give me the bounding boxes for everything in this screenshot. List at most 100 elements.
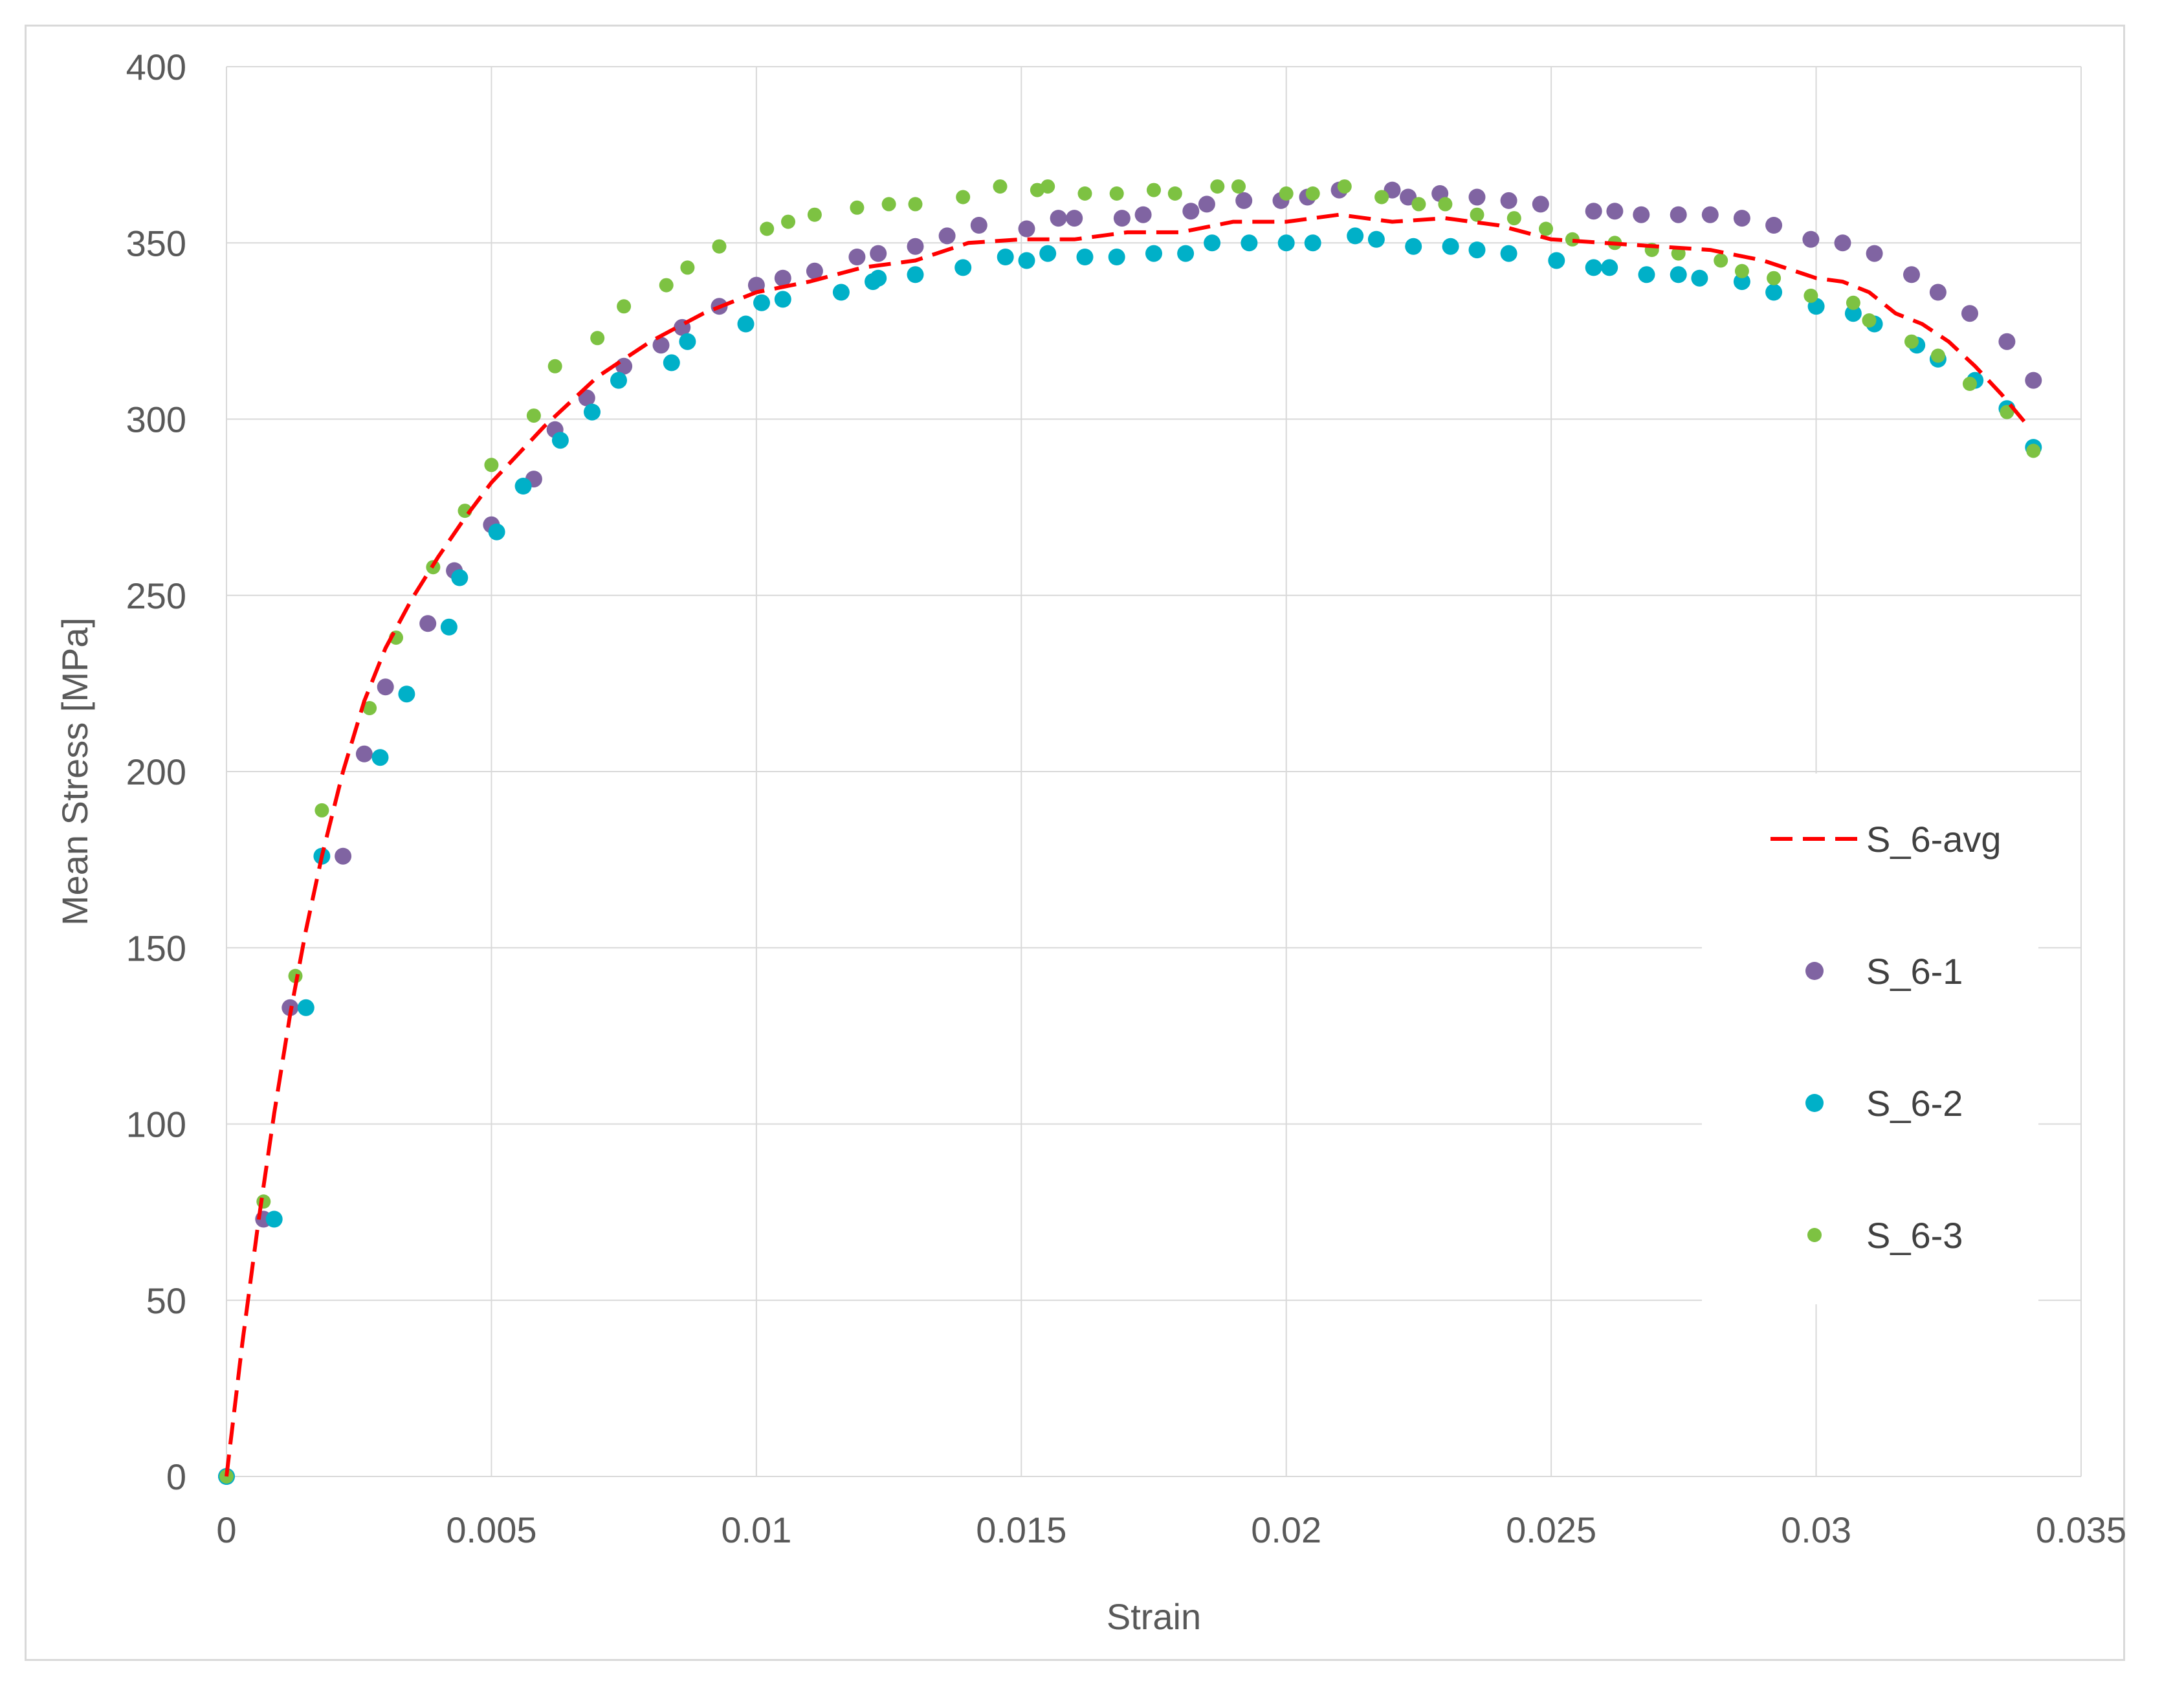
- data-point: [679, 333, 696, 350]
- data-point: [1231, 179, 1246, 194]
- data-point: [1109, 186, 1124, 201]
- data-point: [1304, 234, 1321, 252]
- data-point: [2025, 372, 2042, 389]
- data-point: [551, 432, 569, 449]
- data-point: [1108, 249, 1125, 265]
- data-point: [1500, 245, 1517, 262]
- data-point: [907, 266, 924, 284]
- data-point: [1998, 333, 2016, 350]
- data-point: [881, 197, 896, 212]
- x-tick-label: 0.025: [1506, 1509, 1596, 1550]
- data-point: [870, 269, 887, 287]
- y-tick-label: 50: [146, 1280, 186, 1321]
- data-point: [938, 227, 956, 245]
- x-tick-label: 0.02: [1251, 1509, 1321, 1550]
- axes: 0 50 100 150 200 250 300 350 400 0 0.005 0.01 0.015 0…: [126, 47, 2127, 1550]
- legend-swatch: [1807, 1228, 1822, 1242]
- data-point: [1803, 288, 1818, 303]
- x-tick-label: 0.005: [446, 1509, 536, 1550]
- data-point: [1167, 186, 1182, 201]
- y-tick-label: 350: [126, 223, 186, 263]
- data-point: [1862, 313, 1877, 328]
- series-S_6-3: [219, 179, 2041, 1484]
- x-tick-label: 0.015: [976, 1509, 1066, 1550]
- data-point: [954, 259, 972, 276]
- data-point: [1277, 234, 1295, 252]
- data-point: [1802, 230, 1820, 248]
- data-point: [760, 221, 775, 236]
- data-point: [2026, 443, 2041, 458]
- data-point: [1548, 252, 1565, 269]
- data-point: [747, 276, 765, 294]
- data-point: [526, 408, 541, 423]
- data-point: [1638, 266, 1655, 284]
- series-line: [225, 212, 2030, 1477]
- data-point: [1305, 186, 1320, 201]
- data-point: [1539, 221, 1553, 236]
- data-point: [1601, 259, 1618, 276]
- data-point: [1930, 348, 1945, 363]
- data-point: [256, 1194, 271, 1209]
- data-point: [1041, 179, 1055, 194]
- data-point: [1714, 253, 1728, 268]
- data-point: [1145, 245, 1162, 262]
- data-point: [850, 200, 865, 215]
- legend-item: S_6-2: [1805, 1083, 1963, 1124]
- y-tick-label: 400: [126, 47, 186, 87]
- data-point: [314, 803, 329, 818]
- data-point: [753, 294, 770, 311]
- data-point: [1442, 238, 1459, 255]
- x-tick-label: 0: [216, 1509, 236, 1550]
- data-point: [1585, 203, 1602, 220]
- legend-label: S_6-2: [1866, 1083, 1963, 1124]
- data-point: [1347, 227, 1364, 245]
- data-point: [1468, 188, 1486, 206]
- data-point: [908, 197, 923, 212]
- y-tick-label: 250: [126, 575, 186, 616]
- data-point: [1734, 263, 1749, 278]
- data-point: [1374, 190, 1389, 205]
- y-tick-label: 100: [126, 1104, 186, 1145]
- data-point: [1018, 252, 1035, 269]
- data-point: [1411, 197, 1426, 212]
- data-point: [1147, 183, 1161, 197]
- data-point: [970, 217, 987, 234]
- data-point: [484, 458, 499, 473]
- series-S_6-1: [218, 181, 2042, 1485]
- legend-label: S_6-avg: [1866, 819, 2002, 860]
- data-point: [680, 260, 695, 275]
- data-point: [1438, 197, 1453, 212]
- series-layer: [218, 179, 2042, 1485]
- data-point: [1606, 203, 1624, 220]
- data-point: [1235, 192, 1253, 209]
- data-point: [1733, 273, 1750, 291]
- data-point: [1844, 305, 1862, 322]
- data-point: [774, 291, 791, 308]
- legend-label: S_6-1: [1866, 951, 1963, 992]
- data-point: [997, 249, 1014, 265]
- data-point: [737, 315, 755, 333]
- data-point: [440, 618, 458, 636]
- data-point: [1134, 206, 1152, 223]
- data-point: [1210, 179, 1225, 194]
- data-point: [362, 701, 377, 715]
- data-point: [355, 745, 373, 763]
- y-tick-label: 300: [126, 399, 186, 440]
- data-point: [1834, 234, 1851, 252]
- data-point: [832, 284, 850, 301]
- data-point: [1929, 284, 1947, 301]
- data-point: [1177, 245, 1195, 262]
- data-point: [1866, 245, 1883, 262]
- y-axis-title: Mean Stress [MPa]: [54, 618, 95, 926]
- x-tick-label: 0.035: [2036, 1509, 2126, 1550]
- legend: S_6-avg S_6-1 S_6-2 S_6-3: [1702, 774, 2038, 1304]
- data-point: [712, 239, 727, 254]
- data-point: [547, 359, 562, 373]
- data-point: [1767, 271, 1781, 285]
- data-point: [1405, 238, 1422, 255]
- data-point: [1701, 206, 1719, 223]
- x-axis-title: Strain: [1107, 1596, 1201, 1637]
- data-point: [451, 569, 469, 586]
- data-point: [870, 245, 887, 262]
- legend-swatch: [1805, 962, 1824, 980]
